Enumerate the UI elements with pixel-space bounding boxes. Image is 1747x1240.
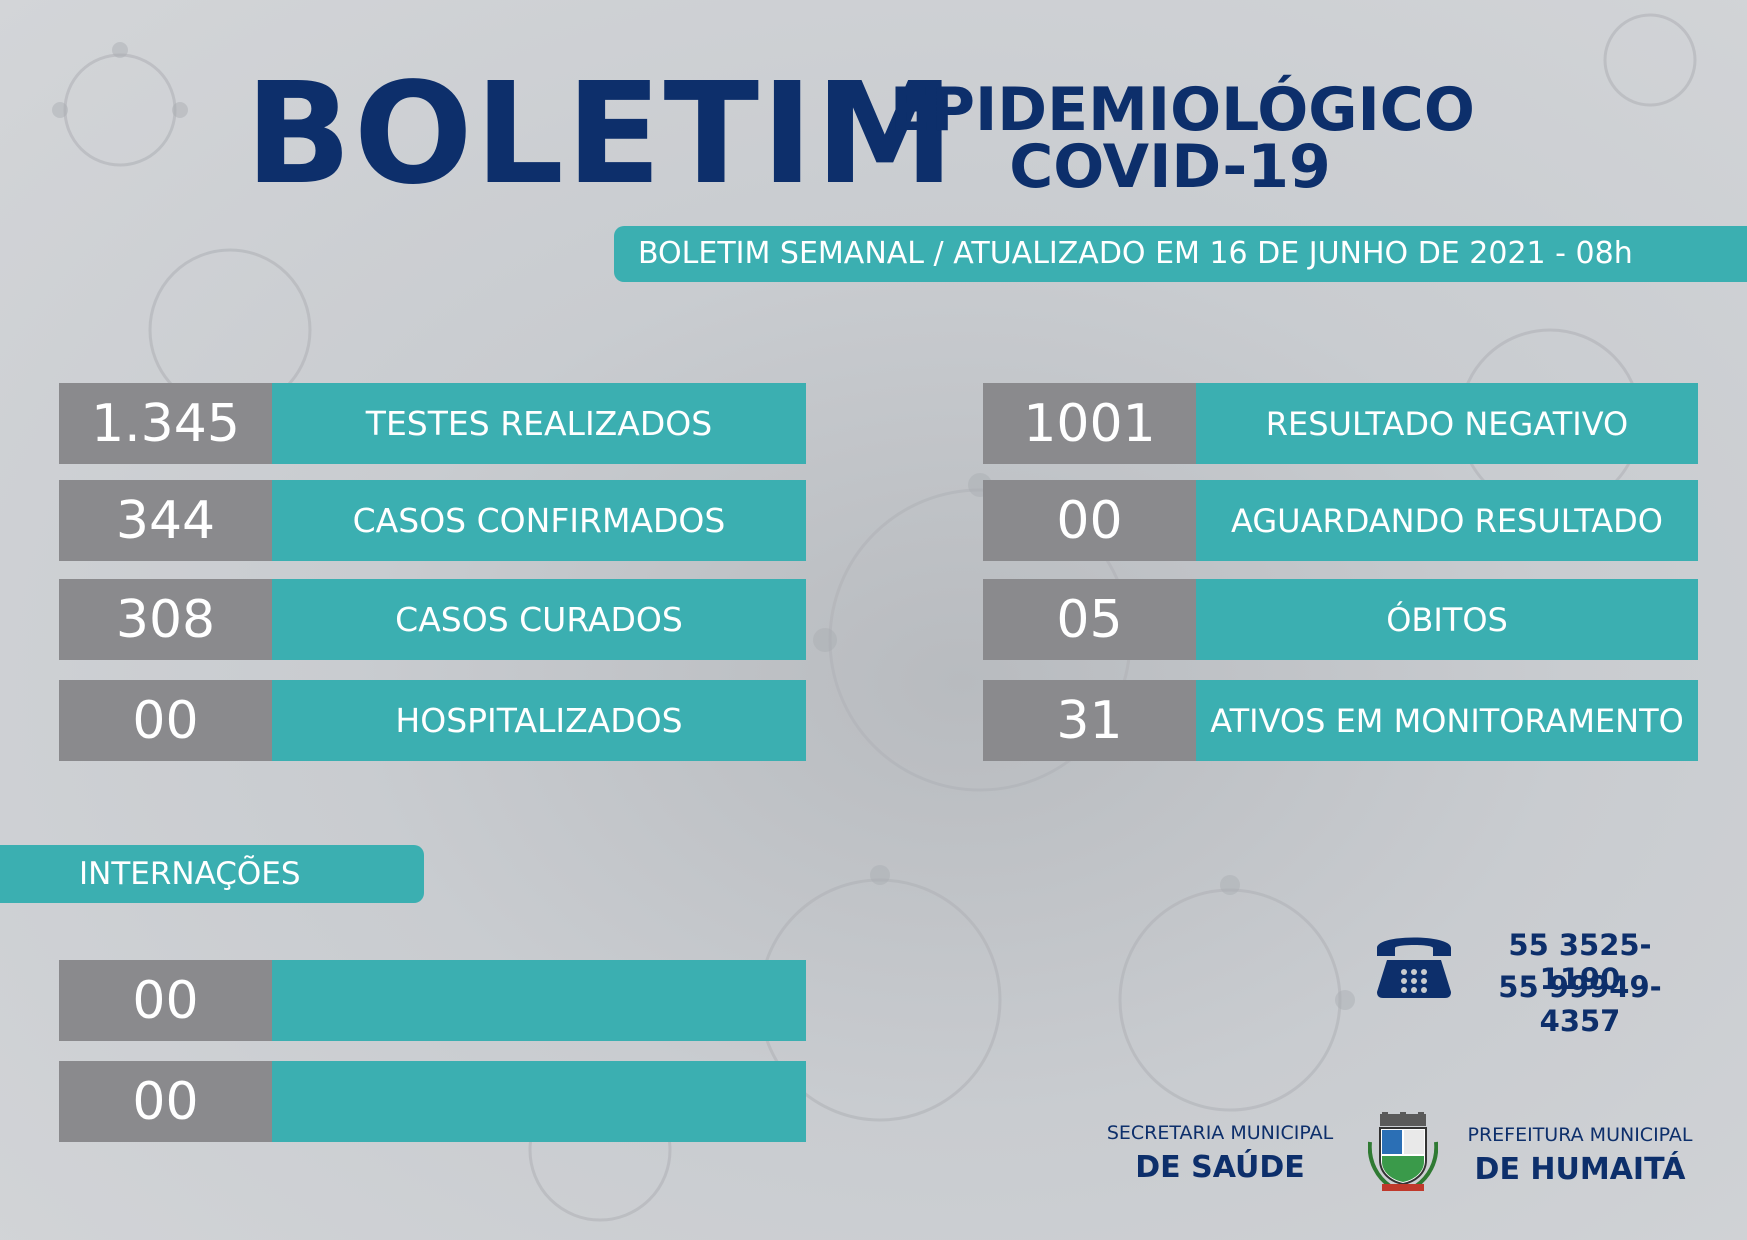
title-boletim: BOLETIM — [245, 53, 957, 216]
prefeitura-humaita: PREFEITURA MUNICIPAL DE HUMAITÁ — [1460, 1124, 1700, 1187]
update-ribbon: BOLETIM SEMANAL / ATUALIZADO EM 16 DE JU… — [614, 226, 1747, 282]
prefeitura-small: PREFEITURA MUNICIPAL — [1467, 1124, 1693, 1146]
stat-label — [272, 960, 806, 1041]
secretaria-big: DE SAÚDE — [1135, 1150, 1305, 1185]
stat-value: 1001 — [983, 383, 1196, 464]
stat-label: ÓBITOS — [1196, 579, 1698, 660]
stat-label: TESTES REALIZADOS — [272, 383, 806, 464]
secretaria-saude: SECRETARIA MUNICIPAL DE SAÚDE — [1100, 1122, 1340, 1185]
stat-label: ATIVOS EM MONITORAMENTO — [1196, 680, 1698, 761]
stat-hospitalizados: 00 HOSPITALIZADOS — [59, 680, 806, 761]
stat-label — [272, 1061, 806, 1142]
stat-value: 05 — [983, 579, 1196, 660]
internacoes-row: 00 — [59, 1061, 806, 1142]
stat-obitos: 05 ÓBITOS — [983, 579, 1698, 660]
stat-label: HOSPITALIZADOS — [272, 680, 806, 761]
stat-value: 1.345 — [59, 383, 272, 464]
stat-value: 00 — [59, 960, 272, 1041]
phone-icon — [1377, 937, 1451, 998]
stat-value: 31 — [983, 680, 1196, 761]
secretaria-small: SECRETARIA MUNICIPAL — [1106, 1122, 1334, 1144]
stat-value: 00 — [59, 680, 272, 761]
stat-confirmados: 344 CASOS CONFIRMADOS — [59, 480, 806, 561]
stat-label: RESULTADO NEGATIVO — [1196, 383, 1698, 464]
phone-number-1: 55 3525-1190 — [1508, 928, 1652, 996]
stat-negativo: 1001 RESULTADO NEGATIVO — [983, 383, 1698, 464]
stat-label: AGUARDANDO RESULTADO — [1196, 480, 1698, 561]
stat-value: 308 — [59, 579, 272, 660]
stat-curados: 308 CASOS CURADOS — [59, 579, 806, 660]
title-epidemiologico: EPIDEMIOLÓGICO — [890, 75, 1475, 145]
stat-ativos: 31 ATIVOS EM MONITORAMENTO — [983, 680, 1698, 761]
internacoes-row: 00 — [59, 960, 806, 1041]
coat-of-arms-icon — [1368, 1112, 1438, 1191]
stat-value: 344 — [59, 480, 272, 561]
phone-number-2: 55 99949-4357 — [1498, 970, 1662, 1038]
stat-aguardando: 00 AGUARDANDO RESULTADO — [983, 480, 1698, 561]
stat-value: 00 — [983, 480, 1196, 561]
stat-label: CASOS CONFIRMADOS — [272, 480, 806, 561]
stat-value: 00 — [59, 1061, 272, 1142]
prefeitura-big: DE HUMAITÁ — [1474, 1152, 1686, 1187]
stat-testes: 1.345 TESTES REALIZADOS — [59, 383, 806, 464]
stat-label: CASOS CURADOS — [272, 579, 806, 660]
internacoes-tab: INTERNAÇÕES — [0, 845, 424, 903]
title-covid: COVID-19 — [1009, 132, 1331, 202]
